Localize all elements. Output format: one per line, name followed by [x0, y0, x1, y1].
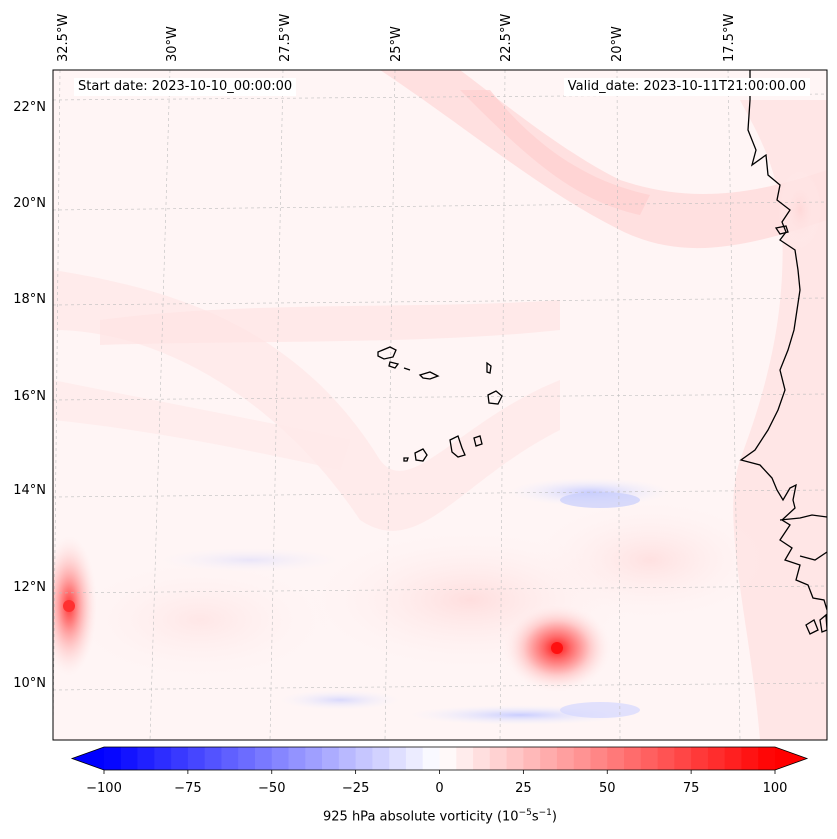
colorbar-max-extend	[775, 747, 807, 770]
cape-verde-islands	[377, 346, 503, 462]
latitude-label: 10°N	[13, 676, 46, 691]
colorbar-label-mid: s	[531, 809, 539, 825]
colorbar-segment	[305, 747, 323, 770]
colorbar-segment	[724, 747, 742, 770]
colorbar-segment	[657, 747, 675, 770]
colorbar-segment	[405, 747, 424, 770]
colorbar	[70, 746, 809, 771]
colorbar-segment	[288, 747, 306, 770]
colorbar-tick-label: 100	[763, 781, 788, 796]
colorbar-tick-label: −75	[174, 781, 201, 796]
colorbar-segment	[439, 747, 457, 770]
colorbar-tick-label: 0	[435, 781, 443, 796]
colorbar-ticks: −100 −75 −50 −25 0 25 50 75 100	[86, 770, 787, 796]
map-frame	[52, 69, 828, 741]
colorbar-label-exp1: −5	[518, 808, 532, 818]
latitude-label: 16°N	[13, 389, 46, 404]
colorbar-label-close: )	[551, 809, 557, 825]
colorbar-segment	[271, 747, 289, 770]
colorbar-segment	[573, 747, 591, 770]
vorticity-field	[53, 70, 827, 740]
colorbar-segment	[489, 747, 507, 770]
colorbar-segment	[355, 747, 373, 770]
colorbar-segment	[187, 747, 206, 770]
colorbar-segment	[338, 747, 357, 770]
colorbar-segment	[707, 747, 726, 770]
longitude-label: 22.5°W	[499, 14, 514, 62]
longitude-label: 30°W	[165, 26, 180, 62]
colorbar-segment	[590, 747, 608, 770]
colorbar-segment	[741, 747, 759, 770]
colorbar-segment	[473, 747, 491, 770]
gambia-border	[779, 514, 827, 521]
colorbar-segment	[422, 747, 440, 770]
colorbar-segment	[137, 747, 155, 770]
longitude-label: 25°W	[389, 26, 404, 62]
latitude-label: 20°N	[13, 196, 46, 211]
colorbar-segment	[104, 747, 122, 770]
colorbar-label-text: 925 hPa absolute vorticity (10	[323, 809, 519, 825]
valid-date-label: Valid_date: 2023-10-11T21:00:00.00	[563, 78, 810, 96]
colorbar-segment	[372, 747, 390, 770]
colorbar-segment	[640, 747, 658, 770]
longitude-label: 20°W	[610, 26, 625, 62]
colorbar-tick-label: 50	[599, 781, 616, 796]
latitude-labels: 22°N 20°N 18°N 16°N 14°N 12°N 10°N	[13, 100, 46, 691]
colorbar-segment	[254, 747, 273, 770]
colorbar-segment	[674, 747, 692, 770]
colorbar-segment	[556, 747, 575, 770]
colorbar-segment	[456, 747, 474, 770]
colorbar-segment	[154, 747, 172, 770]
longitude-labels: 32.5°W 30°W 27.5°W 25°W 22.5°W 20°W 17.5°W	[56, 14, 737, 62]
latitude-label: 18°N	[13, 292, 46, 307]
longitude-label: 32.5°W	[56, 14, 71, 62]
colorbar-segment	[691, 747, 709, 770]
colorbar-segment	[171, 747, 189, 770]
colorbar-segment	[506, 747, 524, 770]
longitude-label: 17.5°W	[722, 14, 737, 62]
african-coastline	[739, 70, 827, 611]
colorbar-tick-label: −100	[86, 781, 122, 796]
colorbar-segment	[540, 747, 558, 770]
colorbar-segment	[523, 747, 541, 770]
graticule	[53, 70, 827, 740]
colorbar-segment	[758, 747, 776, 770]
colorbar-min-extend	[72, 747, 104, 770]
start-date-label: Start date: 2023-10-10_00:00:00	[74, 78, 297, 96]
colorbar-tick-label: 75	[683, 781, 700, 796]
guinea-bissau-coast	[799, 551, 827, 561]
colorbar-segment	[322, 747, 340, 770]
colorbar-segment	[607, 747, 625, 770]
colorbar-segment	[238, 747, 256, 770]
bijagos-islands	[805, 619, 819, 635]
colorbar-segment	[120, 747, 138, 770]
latitude-label: 14°N	[13, 483, 46, 498]
latitude-label: 12°N	[13, 580, 46, 595]
colorbar-label-exp2: −1	[538, 808, 552, 818]
latitude-label: 22°N	[13, 100, 46, 115]
colorbar-segment	[221, 747, 239, 770]
longitude-label: 27.5°W	[278, 14, 293, 62]
colorbar-segment	[624, 747, 642, 770]
colorbar-tick-label: −50	[258, 781, 285, 796]
colorbar-tick-label: −25	[342, 781, 369, 796]
colorbar-segment	[204, 747, 222, 770]
colorbar-label: 925 hPa absolute vorticity (10−5s−1)	[0, 808, 837, 824]
colorbar-segment	[389, 747, 407, 770]
colorbar-tick-label: 25	[515, 781, 532, 796]
